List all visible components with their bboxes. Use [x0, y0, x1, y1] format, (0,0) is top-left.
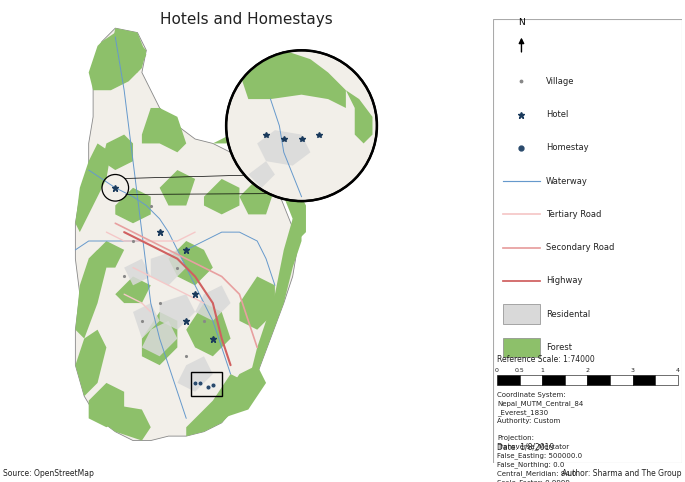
- Polygon shape: [186, 374, 248, 436]
- Bar: [543, 375, 564, 385]
- Polygon shape: [195, 285, 231, 321]
- Text: 2: 2: [586, 368, 589, 373]
- Polygon shape: [257, 130, 310, 166]
- Bar: [503, 305, 540, 324]
- Polygon shape: [115, 277, 151, 303]
- Text: Forest: Forest: [546, 343, 572, 352]
- Bar: [656, 375, 678, 385]
- Polygon shape: [248, 219, 301, 383]
- Text: N: N: [518, 18, 525, 27]
- Bar: [497, 375, 519, 385]
- Polygon shape: [186, 303, 231, 356]
- Polygon shape: [88, 33, 147, 90]
- Polygon shape: [97, 405, 151, 441]
- Text: 0: 0: [495, 368, 499, 373]
- Text: Waterway: Waterway: [546, 176, 588, 186]
- Text: Reference Scale: 1:74000: Reference Scale: 1:74000: [497, 355, 595, 364]
- Polygon shape: [169, 241, 213, 285]
- Polygon shape: [75, 144, 111, 232]
- Text: 1: 1: [540, 368, 544, 373]
- Text: Tertiary Road: Tertiary Road: [546, 210, 601, 219]
- Bar: [190, 372, 222, 396]
- Polygon shape: [160, 170, 195, 205]
- Polygon shape: [151, 250, 186, 285]
- Polygon shape: [75, 330, 106, 396]
- Text: Hotels and Homestays: Hotels and Homestays: [160, 12, 333, 27]
- Polygon shape: [248, 161, 275, 188]
- FancyBboxPatch shape: [493, 19, 682, 463]
- Text: Highway: Highway: [546, 276, 582, 285]
- Polygon shape: [204, 179, 240, 214]
- Text: Residental: Residental: [546, 309, 590, 319]
- Bar: [503, 338, 540, 357]
- Polygon shape: [88, 383, 124, 427]
- Polygon shape: [124, 259, 151, 285]
- Polygon shape: [160, 294, 195, 330]
- Polygon shape: [75, 250, 106, 338]
- Text: Source: OpenStreetMap: Source: OpenStreetMap: [3, 469, 95, 478]
- Text: Hotel: Hotel: [546, 110, 569, 119]
- Text: 4: 4: [676, 368, 680, 373]
- Text: Secondary Road: Secondary Road: [546, 243, 614, 252]
- Polygon shape: [213, 134, 275, 174]
- Polygon shape: [240, 179, 275, 214]
- Polygon shape: [75, 28, 297, 441]
- Polygon shape: [133, 303, 160, 338]
- Polygon shape: [142, 312, 177, 365]
- Polygon shape: [240, 277, 275, 330]
- Polygon shape: [142, 321, 177, 356]
- Text: Homestay: Homestay: [546, 143, 588, 152]
- Polygon shape: [346, 90, 373, 144]
- Polygon shape: [102, 134, 133, 170]
- Polygon shape: [222, 365, 266, 418]
- Text: Date: 1/8/2019: Date: 1/8/2019: [497, 442, 554, 452]
- Text: 3: 3: [631, 368, 634, 373]
- Polygon shape: [240, 50, 346, 108]
- Polygon shape: [115, 188, 151, 223]
- Circle shape: [226, 50, 377, 201]
- Polygon shape: [177, 356, 213, 392]
- Bar: [564, 375, 588, 385]
- Text: Author: Sharma and The Group: Author: Sharma and The Group: [562, 469, 682, 478]
- Bar: [610, 375, 633, 385]
- Polygon shape: [275, 166, 306, 241]
- Polygon shape: [111, 28, 147, 72]
- Text: 0.5: 0.5: [514, 368, 525, 373]
- Text: Coordinate System:
Nepal_MUTM_Central_84
_Everest_1830
Authority: Custom

Projec: Coordinate System: Nepal_MUTM_Central_84…: [497, 392, 583, 482]
- Polygon shape: [142, 108, 186, 152]
- Bar: [519, 375, 543, 385]
- Text: Village: Village: [546, 77, 575, 86]
- Bar: [588, 375, 610, 385]
- Polygon shape: [88, 241, 124, 268]
- Bar: [633, 375, 656, 385]
